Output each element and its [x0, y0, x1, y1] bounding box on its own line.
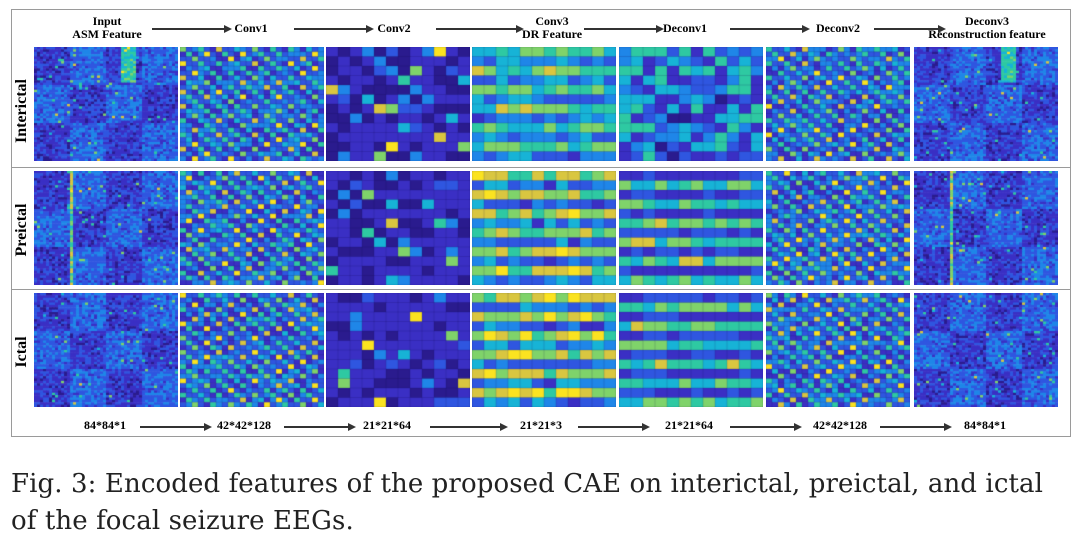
feature-map-ictal-deconv3	[914, 293, 1058, 407]
header-conv3-line1: Conv3	[535, 14, 569, 28]
row-label-preictal: Preictal	[13, 203, 30, 257]
feature-map-preictal-conv1	[180, 171, 324, 285]
feature-map-preictal-deconv3	[914, 171, 1058, 285]
arrow-right-icon	[578, 423, 650, 431]
arrow-right-icon	[584, 25, 664, 33]
row-label-interictal: Interictal	[13, 79, 30, 143]
arrow-right-icon	[730, 25, 810, 33]
dim-label-conv1: 42*42*128	[217, 418, 271, 432]
dim-label-conv2: 21*21*64	[363, 418, 411, 432]
header-deconv2-line1: Deconv2	[816, 21, 860, 35]
dim-label-conv3: 21*21*3	[520, 418, 562, 432]
header-input-line1: Input	[92, 14, 122, 28]
feature-map-interictal-deconv2	[766, 47, 910, 161]
arrow-right-icon	[140, 423, 212, 431]
feature-map-ictal-conv1	[180, 293, 324, 407]
header-deconv1: Deconv1	[650, 22, 720, 35]
arrow-right-icon	[294, 25, 374, 33]
feature-map-ictal-deconv2	[766, 293, 910, 407]
row-label-ictal: Ictal	[13, 336, 30, 368]
row-separator	[12, 289, 1070, 290]
header-conv3-line2: DR Feature	[521, 27, 583, 41]
feature-map-interictal-deconv1	[619, 47, 763, 161]
figure-frame: Input ASM Feature Conv1 Conv2 Conv3 DR F…	[11, 9, 1071, 437]
feature-map-ictal-conv2	[326, 293, 470, 407]
feature-map-interictal-conv1	[180, 47, 324, 161]
header-conv1: Conv1	[216, 22, 286, 35]
feature-map-preictal-input	[34, 171, 178, 285]
arrow-right-icon	[152, 25, 232, 33]
feature-map-preictal-conv2	[326, 171, 470, 285]
feature-map-ictal-conv3	[472, 293, 616, 407]
figure-caption: Fig. 3: Encoded features of the proposed…	[11, 469, 1044, 536]
header-conv3: Conv3 DR Feature	[512, 15, 592, 41]
arrow-right-icon	[436, 25, 524, 33]
arrow-right-icon	[874, 25, 946, 33]
header-input-line2: ASM Feature	[72, 27, 142, 41]
dim-label-deconv3: 84*84*1	[964, 418, 1006, 432]
header-conv2: Conv2	[359, 22, 429, 35]
header-input: Input ASM Feature	[60, 15, 154, 41]
header-deconv1-line1: Deconv1	[663, 21, 707, 35]
header-conv1-line1: Conv1	[234, 21, 268, 35]
feature-map-preictal-conv3	[472, 171, 616, 285]
dim-label-input: 84*84*1	[84, 418, 126, 432]
feature-map-interictal-conv2	[326, 47, 470, 161]
header-deconv3-line2: Reconstruction feature	[928, 27, 1046, 41]
row-separator	[12, 167, 1070, 168]
feature-map-ictal-input	[34, 293, 178, 407]
dim-label-deconv1: 21*21*64	[665, 418, 713, 432]
feature-map-interictal-conv3	[472, 47, 616, 161]
header-deconv3-line1: Deconv3	[965, 14, 1009, 28]
dim-label-deconv2: 42*42*128	[813, 418, 867, 432]
arrow-right-icon	[430, 423, 508, 431]
feature-map-preictal-deconv1	[619, 171, 763, 285]
feature-map-preictal-deconv2	[766, 171, 910, 285]
arrow-right-icon	[284, 423, 356, 431]
header-conv2-line1: Conv2	[377, 21, 411, 35]
arrow-right-icon	[880, 423, 952, 431]
header-deconv2: Deconv2	[803, 22, 873, 35]
header-deconv3: Deconv3 Reconstruction feature	[912, 15, 1062, 41]
feature-map-interictal-deconv3	[914, 47, 1058, 161]
arrow-right-icon	[730, 423, 802, 431]
feature-map-interictal-input	[34, 47, 178, 161]
feature-map-ictal-deconv1	[619, 293, 763, 407]
